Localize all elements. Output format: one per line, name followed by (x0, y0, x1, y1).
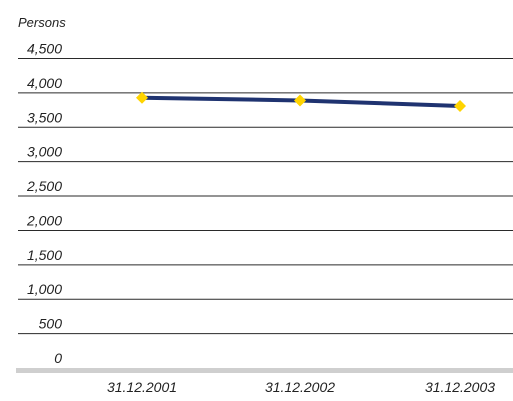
y-tick-label: 4,500 (27, 41, 62, 57)
y-tick-label: 3,000 (27, 144, 62, 160)
y-tick-label: 4,000 (27, 75, 62, 91)
y-tick-label: 3,500 (27, 109, 62, 125)
y-tick-label: 1,500 (27, 247, 62, 263)
y-tick-labels: 4,500 4,000 3,500 3,000 2,500 2,000 1,500 1,000… (26, 41, 62, 367)
x-tick-label: 31.12.2003 (425, 379, 495, 395)
data-point-marker (294, 94, 306, 107)
x-tick-label: 31.12.2001 (107, 379, 177, 395)
data-point-marker (454, 99, 466, 112)
y-axis-label: Persons (18, 15, 66, 30)
y-tick-label: 1,000 (27, 281, 62, 297)
data-point-marker (136, 91, 148, 104)
y-tick-label: 2,000 (26, 212, 62, 228)
gridlines (16, 58, 513, 373)
x-axis-baseline (16, 368, 513, 373)
x-tick-labels: 31.12.2001 31.12.2002 31.12.2003 (107, 379, 495, 395)
y-tick-label: 0 (54, 350, 62, 366)
series-layer (136, 91, 466, 112)
x-tick-label: 31.12.2002 (265, 379, 335, 395)
y-tick-label: 2,500 (26, 178, 62, 194)
y-tick-label: 500 (39, 316, 63, 332)
